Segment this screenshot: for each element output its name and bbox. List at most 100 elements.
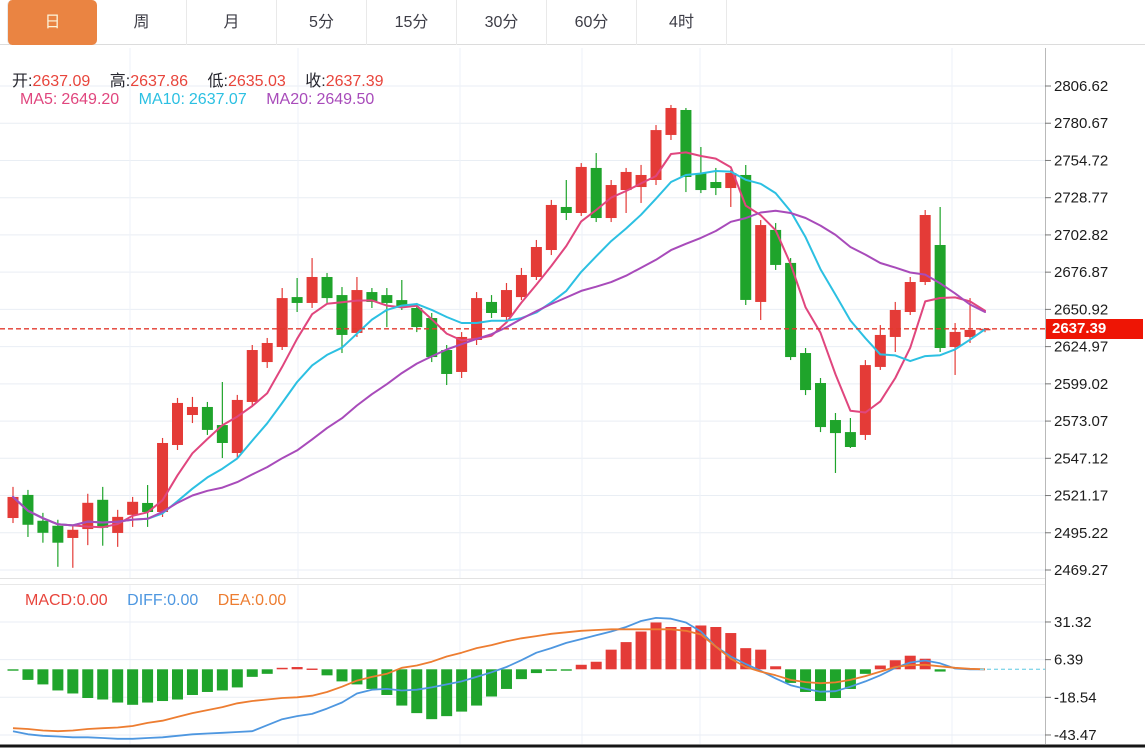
candle-body — [82, 502, 94, 530]
macd-bar — [471, 669, 483, 706]
tab-30min[interactable]: 30分 — [457, 0, 547, 45]
macd-bar — [306, 668, 318, 670]
chart-plot-area[interactable] — [0, 48, 1045, 744]
macd-bar — [800, 669, 812, 692]
macd-bar — [575, 664, 587, 670]
axis-label: 2521.17 — [1054, 488, 1108, 505]
macd-bar — [261, 669, 273, 674]
macd-bar — [291, 667, 303, 670]
macd-bar — [695, 625, 707, 670]
macd-bar — [127, 669, 139, 705]
macd-bar — [112, 669, 124, 703]
macd-bar — [7, 669, 19, 671]
candle-body — [740, 174, 752, 300]
macd-bar — [231, 669, 243, 688]
macd-bar — [755, 649, 767, 670]
axis-label: 2780.67 — [1054, 115, 1108, 132]
candle-body — [186, 406, 198, 416]
macd-bar — [785, 669, 797, 683]
macd-bar — [186, 669, 198, 695]
candle-body — [261, 342, 273, 363]
ma20-line — [12, 209, 986, 527]
candle-body — [411, 307, 423, 328]
candle-body — [800, 353, 812, 391]
axis-label: 2599.02 — [1054, 376, 1108, 393]
macd-bar — [934, 669, 946, 672]
axis-label: -18.54 — [1054, 689, 1097, 706]
candle-body — [964, 329, 976, 337]
high-readout: 高:2637.86 — [109, 73, 189, 90]
macd-bar — [82, 669, 94, 699]
candle-body — [321, 276, 333, 299]
bottom-border — [0, 744, 1145, 748]
candle-body — [336, 295, 348, 335]
axis-label: 2754.72 — [1054, 152, 1108, 169]
ma10-readout: MA10: 2637.07 — [138, 91, 247, 108]
tab-day[interactable]: 日 — [7, 0, 97, 45]
macd-bar — [201, 669, 213, 692]
macd-bar — [500, 669, 512, 689]
macd-bar — [889, 660, 901, 670]
low-readout: 低:2635.03 — [207, 73, 286, 90]
period-tabbar: 日 周 月 5分 15分 30分 60分 4时 — [0, 0, 1145, 45]
macd-bar — [246, 669, 258, 677]
candle-body — [605, 185, 617, 219]
macd-bar — [351, 669, 363, 685]
candle-body — [171, 402, 183, 445]
dea-readout: DEA:0.00 — [217, 592, 287, 609]
candle-body — [456, 336, 468, 372]
macd-bar — [560, 669, 572, 671]
macd-bar — [67, 669, 79, 694]
tab-60min[interactable]: 60分 — [547, 0, 637, 45]
axis-label: 2806.62 — [1054, 78, 1108, 95]
candle-body — [246, 350, 258, 402]
candle-body — [500, 290, 512, 318]
macd-bar — [52, 669, 64, 691]
tab-5min[interactable]: 5分 — [277, 0, 367, 45]
current-price-badge: 2637.39 — [1046, 319, 1143, 339]
tab-15min[interactable]: 15分 — [367, 0, 457, 45]
candle-body — [97, 499, 109, 528]
candle-body — [590, 167, 602, 219]
macd-bar — [37, 669, 49, 685]
candle-body — [216, 425, 228, 443]
candle-body — [306, 276, 318, 303]
macd-bar — [142, 669, 154, 703]
axis-label: 2495.22 — [1054, 525, 1108, 542]
axis-label: 2702.82 — [1054, 227, 1108, 244]
candle-body — [67, 529, 79, 538]
axis-label: 31.32 — [1054, 614, 1092, 631]
tab-week[interactable]: 周 — [97, 0, 187, 45]
candle-body — [695, 173, 707, 191]
dea-line — [12, 628, 986, 733]
macd-bar — [740, 648, 752, 670]
macd-bar — [171, 669, 183, 700]
macd-bar — [396, 669, 408, 706]
macd-bar — [486, 669, 498, 697]
macd-bar — [815, 669, 827, 702]
macd-bar — [770, 666, 782, 670]
candle-body — [620, 171, 632, 191]
tab-month[interactable]: 月 — [187, 0, 277, 45]
macd-readout: MACD:0.00 — [25, 592, 108, 609]
macd-bar — [515, 669, 527, 680]
axis-label: 2624.97 — [1054, 339, 1108, 356]
candle-body — [231, 399, 243, 454]
ohlc-info-row: 开:2637.09 高:2637.86 低:2635.03 收:2637.39 — [12, 67, 399, 91]
candle-body — [859, 365, 871, 435]
macd-bar — [605, 649, 617, 670]
macd-bar — [665, 626, 677, 670]
candle-body — [276, 298, 288, 348]
candle-body — [366, 292, 378, 302]
tab-4hour[interactable]: 4时 — [637, 0, 727, 45]
candle-body — [650, 130, 662, 181]
close-readout: 收:2637.39 — [305, 73, 384, 90]
candle-body — [919, 215, 931, 283]
macd-bar — [680, 626, 692, 670]
macd-bar — [411, 669, 423, 714]
candle-body — [755, 225, 767, 302]
macd-bar — [829, 669, 841, 699]
macd-bar — [620, 642, 632, 670]
